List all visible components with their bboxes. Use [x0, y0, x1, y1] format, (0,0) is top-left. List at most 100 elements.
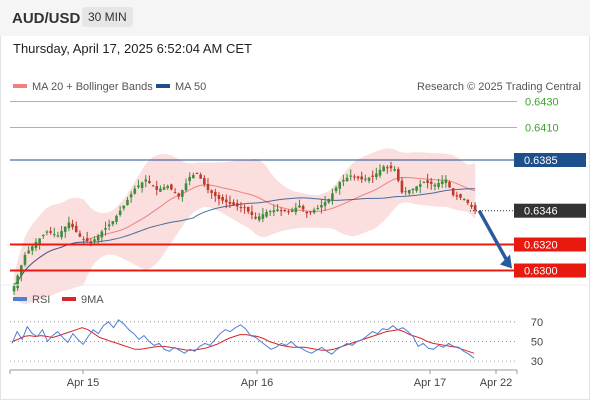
- candle-body: [415, 186, 418, 191]
- rsi-legend-swatch: [13, 297, 27, 301]
- rsi-tick-label: 30: [531, 356, 543, 368]
- candle-body: [265, 212, 268, 217]
- candle-body: [367, 177, 371, 181]
- candle-body: [224, 199, 228, 203]
- candle-body: [206, 184, 210, 190]
- candle-body: [67, 222, 71, 229]
- rsi-tick-label: 70: [531, 317, 543, 329]
- candle-body: [393, 169, 396, 171]
- candle-body: [144, 179, 148, 182]
- support-level-label: 0.6300: [524, 266, 558, 278]
- candle-body: [137, 185, 140, 188]
- candle-body: [360, 176, 363, 180]
- candle-body: [118, 210, 122, 215]
- candle-body: [63, 226, 67, 232]
- candle-body: [151, 185, 155, 187]
- candle-body: [429, 181, 433, 184]
- candle-body: [82, 238, 85, 240]
- candle-body: [140, 182, 144, 189]
- candle-body: [162, 187, 166, 190]
- candle-body: [12, 286, 16, 292]
- forecast-arrow-head: [500, 254, 512, 269]
- candle-body: [426, 180, 429, 183]
- candle-body: [170, 184, 173, 190]
- candle-body: [239, 206, 243, 208]
- candle-body: [404, 191, 407, 193]
- candle-body: [159, 188, 162, 192]
- candle-body: [411, 188, 415, 191]
- candle-body: [235, 203, 239, 207]
- candle-body: [93, 239, 96, 242]
- candle-body: [356, 176, 360, 179]
- candle-body: [301, 205, 305, 210]
- candle-body: [290, 209, 294, 212]
- rsi-ma9-line: [11, 327, 475, 354]
- pivot-level-tag: [514, 153, 586, 167]
- candle-body: [246, 206, 250, 212]
- pivot-level-label: 0.6385: [524, 155, 558, 167]
- candle-body: [89, 241, 93, 244]
- candle-body: [353, 176, 356, 178]
- candle-body: [203, 178, 206, 185]
- candle-body: [45, 231, 49, 233]
- ma20-legend-label: MA 20 + Bollinger Bands: [32, 81, 153, 93]
- candle-body: [323, 202, 327, 206]
- candle-body: [85, 238, 89, 242]
- candle-body: [195, 172, 199, 174]
- price-layer: [12, 148, 477, 305]
- candle-body: [433, 184, 437, 187]
- levels-layer: 0.6430 0.6410 0.6385 0.6346 0.6320 0.6300: [10, 97, 586, 278]
- candle-body: [312, 209, 316, 213]
- candle-body: [386, 167, 389, 169]
- candle-body: [437, 182, 440, 187]
- candle-body: [283, 209, 287, 212]
- candle-body: [470, 204, 473, 207]
- candle-body: [38, 238, 41, 244]
- bollinger-band-area: [14, 148, 476, 305]
- candle-body: [104, 228, 107, 230]
- candle-body: [129, 194, 133, 198]
- ma9-legend-swatch: [62, 297, 76, 301]
- x-axis: Apr 15 Apr 16 Apr 17 Apr 22: [9, 370, 518, 389]
- candle-body: [261, 214, 265, 219]
- candle-body: [279, 210, 283, 212]
- candle-body: [462, 199, 466, 200]
- current-price-label: 0.6346: [524, 206, 558, 218]
- candle-body: [397, 169, 400, 181]
- candle-body: [52, 234, 56, 236]
- x-tick-label: Apr 17: [414, 377, 446, 389]
- candle-body: [389, 165, 393, 169]
- resistance-level-label: 0.6410: [525, 123, 559, 135]
- candle-body: [49, 231, 52, 233]
- candle-body: [466, 199, 470, 203]
- candle-body: [74, 225, 78, 232]
- candle-body: [422, 182, 426, 184]
- current-price-tag: [514, 203, 586, 218]
- candle-body: [23, 254, 27, 265]
- candle-body: [228, 202, 232, 204]
- candle-body: [155, 186, 159, 190]
- candle-body: [243, 207, 246, 209]
- timeframe-badge[interactable]: 30 MIN: [82, 7, 133, 27]
- candle-body: [440, 181, 444, 185]
- candle-body: [166, 186, 170, 189]
- candle-body: [78, 233, 82, 237]
- candle-body: [177, 193, 180, 197]
- candle-body: [31, 246, 34, 251]
- candle-body: [371, 175, 374, 177]
- candle-body: [199, 174, 202, 179]
- candle-body: [133, 188, 137, 194]
- candle-body: [272, 210, 276, 213]
- candle-body: [254, 216, 257, 219]
- candle-body: [345, 177, 349, 182]
- candle-body: [173, 192, 177, 194]
- support-level-tag: [514, 237, 586, 252]
- currency-pair-title: AUD/USD: [12, 10, 81, 27]
- candle-body: [382, 166, 385, 172]
- candle-body: [181, 189, 184, 197]
- candle-body: [316, 208, 320, 210]
- candle-body: [459, 194, 462, 198]
- candle-body: [16, 275, 19, 289]
- x-tick-label: Apr 16: [241, 377, 273, 389]
